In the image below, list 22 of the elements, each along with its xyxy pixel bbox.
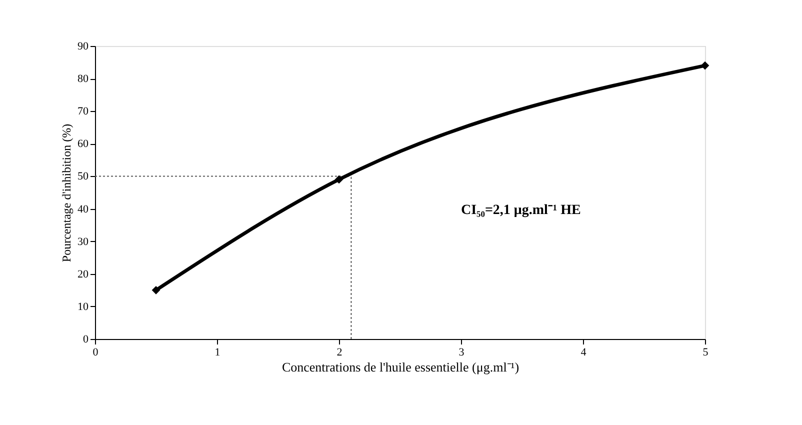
point [152, 286, 160, 294]
point [700, 61, 710, 70]
y-tick-label: 60 [78, 138, 89, 150]
y-axis-title: Pourcentage d'inhibition (%) [60, 124, 74, 262]
x-tick-label: 3 [458, 346, 465, 358]
y-tick-label: 0 [83, 334, 89, 346]
point [334, 175, 344, 184]
y-tick-label: 80 [78, 73, 89, 86]
x-tick-label: 0 [92, 346, 99, 358]
x-tick-label: 4 [580, 346, 587, 358]
annotation: CI₅₀=2,1 μg.ml⁻¹ HE [461, 203, 581, 218]
y-tick-label: 50 [78, 170, 89, 183]
y-tick-label: 40 [78, 203, 89, 216]
x-tick-label: 2 [336, 346, 342, 358]
y-tick-label: 10 [78, 300, 89, 313]
y-tick-label: 90 [78, 40, 89, 52]
y-tick-label: 70 [78, 106, 89, 118]
y-tick-label: 30 [78, 236, 89, 248]
x-tick-label: 5 [702, 346, 709, 358]
y-tick-label: 20 [78, 268, 89, 280]
x-tick-label: 1 [214, 346, 220, 358]
x-axis-title: Concentrations de l'huile essentielle (μg.ml⁻¹) [282, 360, 520, 374]
